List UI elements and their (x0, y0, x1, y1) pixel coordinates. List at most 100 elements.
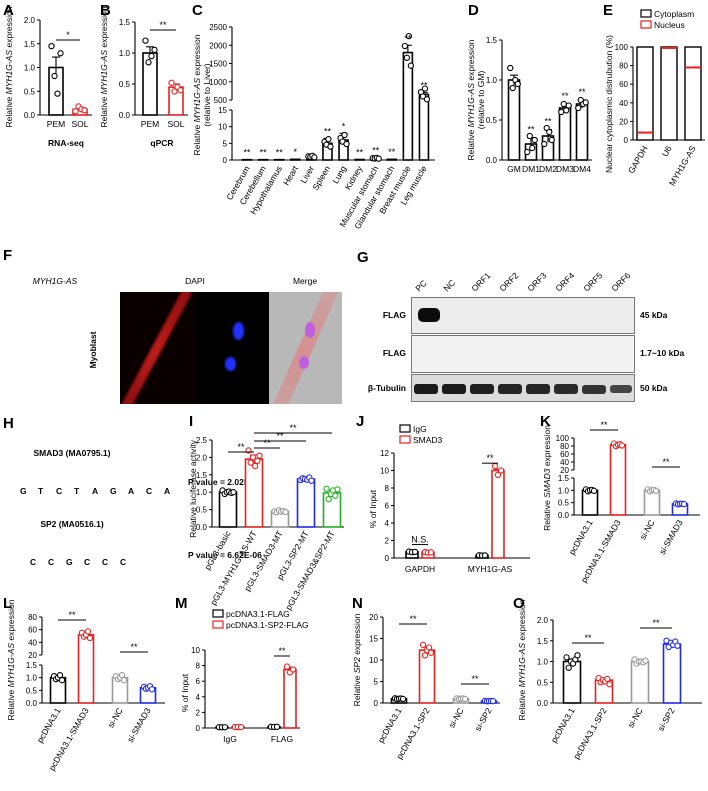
g-lane-label: ORF5 (581, 270, 604, 293)
data-point (680, 500, 688, 508)
y-tick-label: 5 (374, 678, 379, 687)
y-tick-label: 0.0 (196, 523, 208, 532)
significance-label: N.S. (411, 535, 429, 545)
data-point (343, 140, 350, 148)
h-motif-name: SMAD3 (MA0795.1) (34, 448, 111, 458)
significance-label: ** (68, 610, 76, 620)
y-tick-label: 2000 (209, 41, 227, 50)
y-axis-label-part: expression (517, 599, 527, 643)
data-point (118, 671, 126, 679)
data-point (423, 96, 431, 103)
y-tick-label: 0.5 (119, 80, 131, 89)
myh1g-as-fish-image (120, 292, 195, 404)
y-tick-label: 100 (615, 43, 629, 52)
y-tick-label: 1.5 (196, 471, 208, 480)
significance-label: * (342, 121, 346, 131)
bar-pGL3-SP2-MT (296, 478, 316, 528)
y-axis-label-part: MYH1G-AS (6, 643, 16, 688)
data-point (582, 99, 589, 106)
x-tick-label: DM3 (556, 164, 574, 174)
data-point (120, 677, 128, 684)
bar-Heart (289, 158, 301, 161)
y-tick-label: 0.0 (24, 111, 36, 120)
data-point (526, 132, 533, 140)
data-point (375, 155, 382, 162)
x-tick-label: si-SP2 (656, 706, 677, 733)
legend-label-igg: IgG (413, 424, 427, 434)
g-size-label: 45 kDa (640, 310, 668, 320)
panel-f-microscopy (120, 292, 342, 404)
x-tick-label: pcDNA3.1 (35, 706, 63, 745)
data-point (565, 102, 572, 109)
y-tick-label: 1.0 (119, 49, 131, 58)
h-motif-letter: A (164, 486, 170, 496)
legend-swatch-sp2-flag (212, 620, 224, 629)
y-tick-label: 40 (619, 99, 628, 108)
y-tick-label: 0.5 (558, 499, 570, 508)
g-lane-label: NC (441, 278, 457, 294)
data-point (51, 72, 58, 80)
y-tick-label: 0.5 (537, 678, 549, 687)
h-motif-letter: A (128, 486, 134, 496)
data-point (237, 723, 245, 731)
data-point (491, 462, 499, 470)
x-tick-label: GM (507, 164, 521, 174)
data-point (327, 143, 334, 150)
panel-label: G (357, 249, 369, 266)
x-tick-label: pcDNA3.1 (376, 706, 404, 745)
y-axis-label-part: MYH1G-AS (192, 78, 202, 123)
y-tick-label: 1000 (209, 78, 227, 87)
significance-label: ** (600, 420, 608, 430)
significance-label: ** (544, 117, 552, 127)
y-axis-label: Relative MYH1G-AS expression (517, 599, 527, 720)
data-point (249, 454, 257, 461)
g-row-label: FLAG (383, 310, 407, 320)
f-side-label: Myoblast (88, 331, 98, 368)
data-point (411, 548, 419, 556)
y-tick-label: 0 (196, 724, 201, 733)
y-tick-label: 1500 (209, 60, 227, 69)
y-tick-label: 2.5 (196, 436, 208, 445)
panel-caption: RNA-seq (48, 138, 84, 148)
y-tick-label: 500 (214, 96, 228, 105)
y-tick-label: 1.5 (558, 474, 570, 483)
y-tick-label: 10 (191, 646, 200, 655)
bar-pGL3-MYH1G-AS-WT (244, 458, 264, 528)
dapi-image (195, 292, 269, 404)
data-point (514, 80, 521, 88)
y-tick-label: 60 (28, 626, 37, 635)
bar-DM3 (558, 107, 572, 161)
data-point (151, 46, 158, 54)
bar-si-NC (630, 660, 650, 704)
y-tick-label: 10 (369, 656, 378, 665)
data-point (148, 686, 156, 693)
data-point (311, 154, 318, 161)
y-axis-label-2: (relative to Liver) (202, 63, 212, 126)
y-axis-label-part: MYH1G-AS (99, 50, 109, 95)
data-point (425, 644, 433, 651)
x-tick-label: SOL (167, 119, 184, 129)
y-axis-label-part: MYH1G-AS (4, 50, 14, 95)
y-tick-label: 4 (385, 519, 390, 528)
data-point (54, 90, 61, 97)
legend-label-nucleus: Nucleus (654, 20, 685, 30)
data-point (48, 42, 55, 50)
data-point (574, 652, 581, 659)
significance-label: ** (237, 442, 245, 452)
significance-label: ** (260, 148, 268, 158)
y-tick-label: 0.0 (26, 699, 38, 708)
y-axis-label-part: expression (99, 6, 109, 50)
data-point (497, 467, 505, 474)
x-tick-label: si-SP2 (473, 706, 494, 733)
significance-label: * (66, 30, 70, 40)
data-point (461, 695, 469, 703)
y-axis-label: Relative MYH1G-AS expression (466, 39, 476, 160)
legend-swatch-igg (399, 424, 411, 433)
significance-label: ** (324, 126, 332, 136)
y-tick-label: 2.0 (537, 616, 549, 625)
data-point (421, 85, 429, 92)
data-point (283, 663, 291, 670)
significance-label: ** (276, 148, 284, 158)
y-tick-label: 80 (619, 62, 628, 71)
bar-si-SP2 (662, 643, 682, 704)
